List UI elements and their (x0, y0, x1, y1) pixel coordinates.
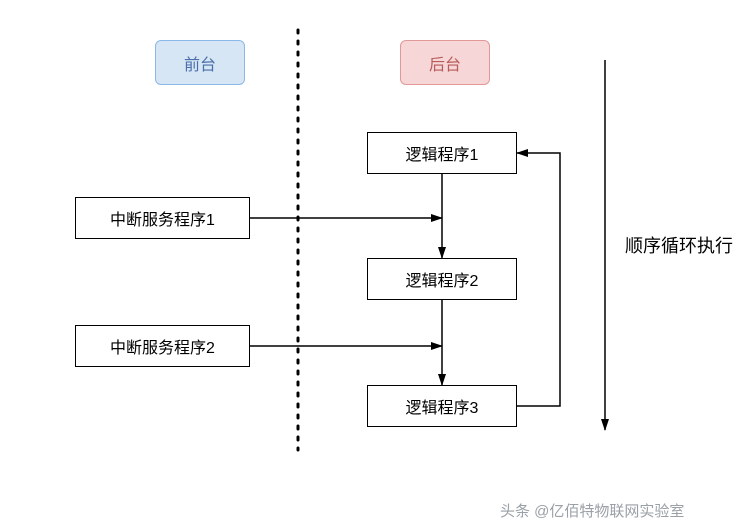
edge-logic3-logic1 (517, 153, 560, 406)
node-logic1: 逻辑程序1 (367, 132, 517, 174)
node-isr1: 中断服务程序1 (75, 197, 250, 239)
node-logic3: 逻辑程序3 (367, 385, 517, 427)
node-isr2: 中断服务程序2 (75, 325, 250, 367)
node-isr1-label: 中断服务程序1 (110, 206, 215, 230)
node-logic2-label: 逻辑程序2 (406, 267, 479, 291)
diagram-canvas: 前台 后台 逻辑程序1 逻辑程序2 逻辑程序3 中断服务程序1 中断服务程序2 … (0, 0, 743, 520)
header-backend: 后台 (400, 40, 490, 85)
side-label: 顺序循环执行 (625, 232, 733, 258)
node-logic2: 逻辑程序2 (367, 258, 517, 300)
header-frontend-label: 前台 (184, 51, 216, 75)
watermark: 头条 @亿佰特物联网实验室 (500, 500, 684, 521)
header-backend-label: 后台 (429, 51, 461, 75)
node-logic3-label: 逻辑程序3 (406, 394, 479, 418)
header-frontend: 前台 (155, 40, 245, 85)
node-isr2-label: 中断服务程序2 (110, 334, 215, 358)
node-logic1-label: 逻辑程序1 (406, 141, 479, 165)
